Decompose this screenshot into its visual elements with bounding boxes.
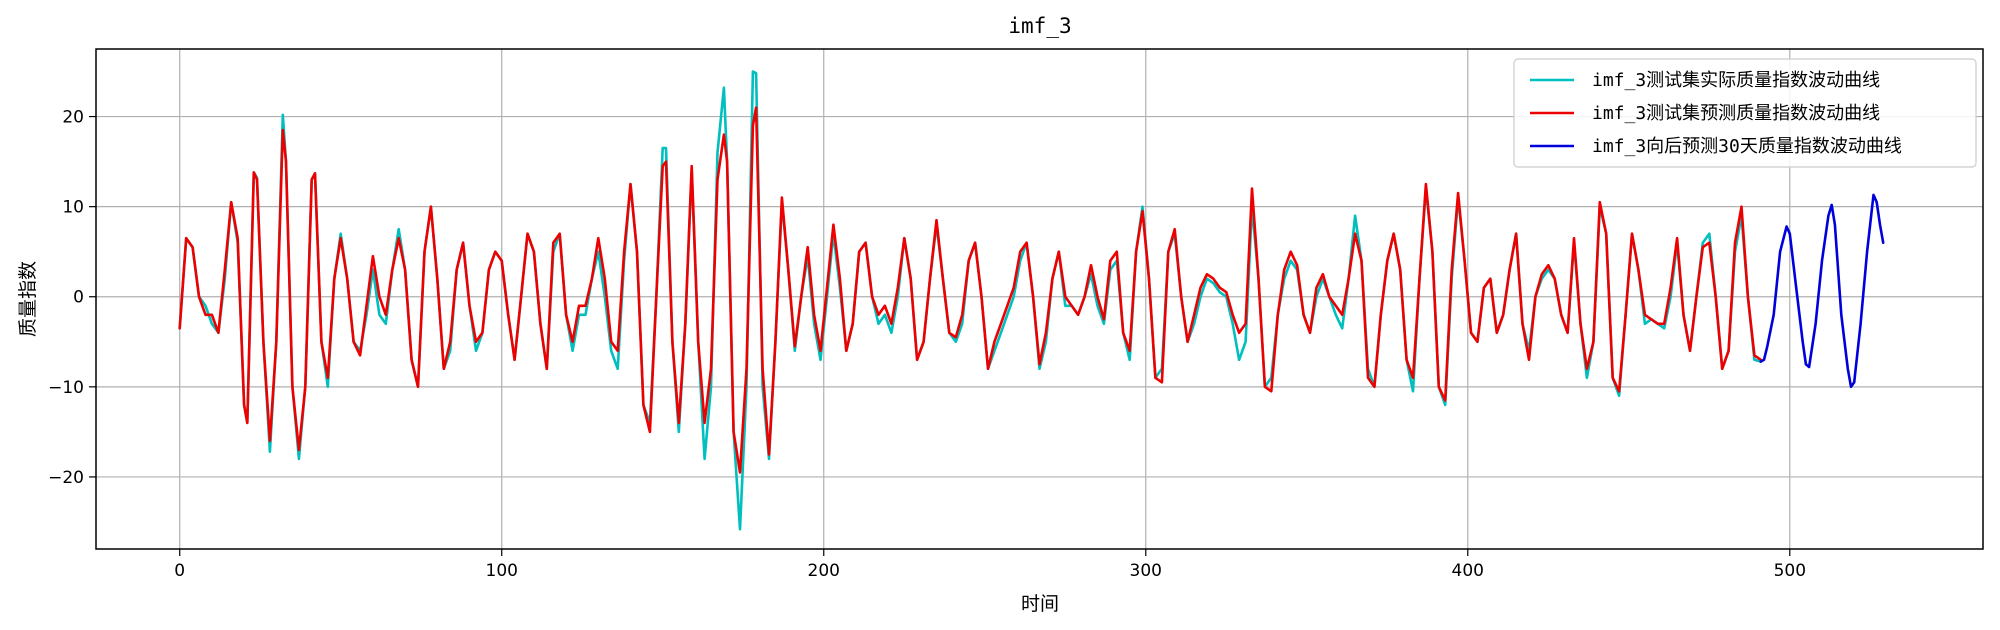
y-axis-label: 质量指数	[17, 261, 39, 337]
y-axis: −20 −10 0 10 20	[48, 108, 96, 488]
x-tick-label: 0	[174, 561, 185, 581]
plot-area	[178, 70, 1885, 531]
legend-box	[1513, 58, 1977, 168]
y-tick-label: −20	[48, 468, 84, 488]
series-line-predicted	[178, 106, 1763, 474]
legend-label-actual: imf_3测试集实际质量指数波动曲线	[1592, 70, 1880, 91]
chart-title: imf_3	[1008, 14, 1071, 38]
x-tick-label: 300	[1130, 561, 1162, 581]
x-tick-label: 400	[1452, 561, 1484, 581]
x-tick-label: 200	[808, 561, 840, 581]
legend-label-predicted: imf_3测试集预测质量指数波动曲线	[1592, 103, 1880, 124]
x-tick-label: 500	[1774, 561, 1806, 581]
legend-label-forecast: imf_3向后预测30天质量指数波动曲线	[1592, 136, 1902, 157]
x-axis: 0 100 200 300 400 500	[174, 549, 1806, 581]
y-tick-label: −10	[48, 378, 84, 398]
x-tick-label: 100	[486, 561, 518, 581]
y-tick-label: 0	[73, 288, 84, 308]
x-axis-label: 时间	[1021, 593, 1059, 615]
y-tick-label: 10	[62, 198, 84, 218]
y-tick-label: 20	[62, 108, 84, 128]
legend: imf_3测试集实际质量指数波动曲线 imf_3测试集预测质量指数波动曲线 im…	[1513, 58, 1977, 168]
plot-frame	[95, 48, 1984, 550]
series-line-forecast	[1759, 193, 1885, 389]
